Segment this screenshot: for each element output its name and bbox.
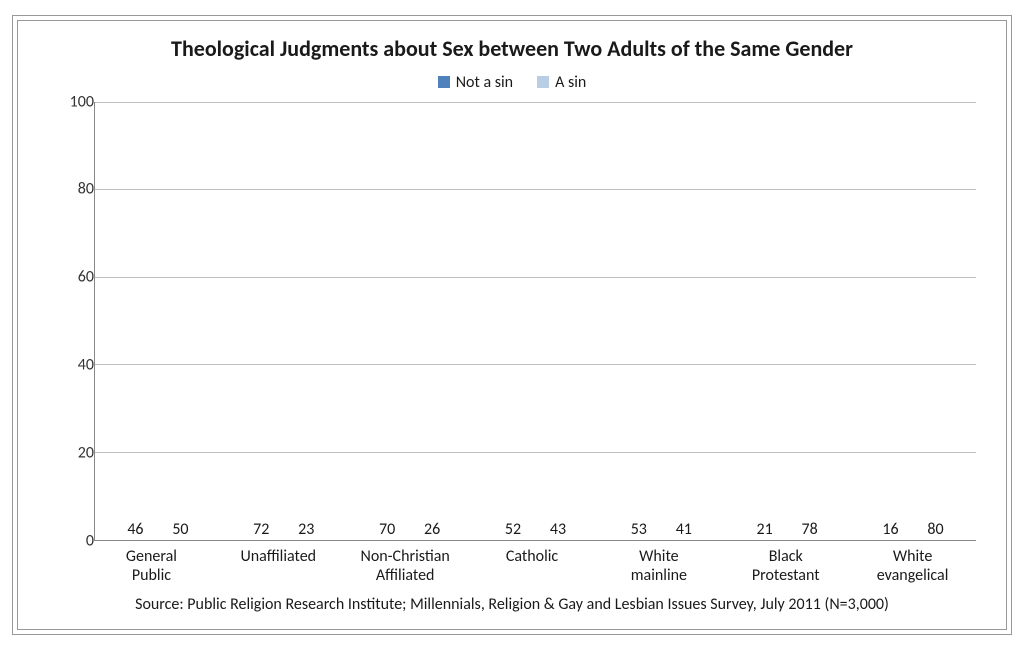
bar-value-label: 72: [239, 520, 284, 539]
gridline: [95, 189, 976, 190]
x-axis-label: GeneralPublic: [88, 547, 215, 585]
x-axis-label: BlackProtestant: [722, 547, 849, 585]
y-tick-label: 80: [78, 180, 94, 199]
gridline: [95, 452, 976, 453]
bar-value-label: 16: [868, 520, 913, 539]
bar-value-label: 78: [787, 520, 832, 539]
legend-label: Not a sin: [456, 73, 513, 92]
chart-title: Theological Judgments about Sex between …: [18, 21, 1006, 67]
legend-swatch: [537, 76, 549, 88]
x-axis-label-line: Black: [722, 547, 849, 566]
x-axis-label-line: Unaffiliated: [215, 547, 342, 566]
x-axis-label: Catholic: [469, 547, 596, 585]
x-axis-label-line: Public: [88, 566, 215, 585]
x-axis-label-line: White: [849, 547, 976, 566]
gridline: [95, 277, 976, 278]
legend-label: A sin: [555, 73, 586, 92]
legend: Not a sin A sin: [18, 67, 1006, 102]
y-tick-label: 40: [78, 355, 94, 374]
bar-value-label: 50: [158, 520, 203, 539]
x-axis-label-line: Catholic: [469, 547, 596, 566]
x-axis-label-line: Affiliated: [342, 566, 469, 585]
x-axis-label-line: General: [88, 547, 215, 566]
bar-value-label: 21: [742, 520, 787, 539]
legend-item: A sin: [537, 73, 586, 92]
gridline: [95, 364, 976, 365]
legend-swatch: [438, 76, 450, 88]
gridline: [95, 102, 976, 103]
x-axis-label: Whitemainline: [595, 547, 722, 585]
y-axis: 100806040200: [48, 102, 94, 541]
chart-outer-frame: Theological Judgments about Sex between …: [12, 15, 1012, 635]
y-tick-label: 0: [86, 531, 94, 550]
x-axis-label-line: evangelical: [849, 566, 976, 585]
source-note: Source: Public Religion Research Institu…: [18, 585, 1006, 629]
plot-wrap: 100806040200 465072237026524353412178168…: [18, 102, 1006, 541]
plot-area: 4650 7223 7026 5243 5341 2178 1680: [94, 102, 976, 541]
bar-value-label: 26: [410, 520, 455, 539]
bar-value-label: 52: [490, 520, 535, 539]
y-tick-label: 100: [70, 92, 94, 111]
bars-container: 4650 7223 7026 5243 5341 2178 1680: [95, 102, 976, 540]
x-axis-label: Whiteevangelical: [849, 547, 976, 585]
y-tick-label: 60: [78, 268, 94, 287]
x-axis-label-line: Non-Christian: [342, 547, 469, 566]
x-axis-labels: GeneralPublicUnaffiliatedNon-ChristianAf…: [18, 541, 1006, 585]
bar-value-label: 80: [913, 520, 958, 539]
legend-item: Not a sin: [438, 73, 513, 92]
bar-value-label: 43: [535, 520, 580, 539]
bar-value-label: 46: [113, 520, 158, 539]
x-axis-label: Unaffiliated: [215, 547, 342, 585]
bar-value-label: 70: [365, 520, 410, 539]
x-axis-label-line: White: [595, 547, 722, 566]
x-axis-label-line: Protestant: [722, 566, 849, 585]
bar-value-label: 41: [661, 520, 706, 539]
x-axis-label: Non-ChristianAffiliated: [342, 547, 469, 585]
bar-value-label: 53: [616, 520, 661, 539]
chart-inner-frame: Theological Judgments about Sex between …: [17, 20, 1007, 630]
bar-value-label: 23: [284, 520, 329, 539]
x-axis-label-line: mainline: [595, 566, 722, 585]
y-tick-label: 20: [78, 443, 94, 462]
